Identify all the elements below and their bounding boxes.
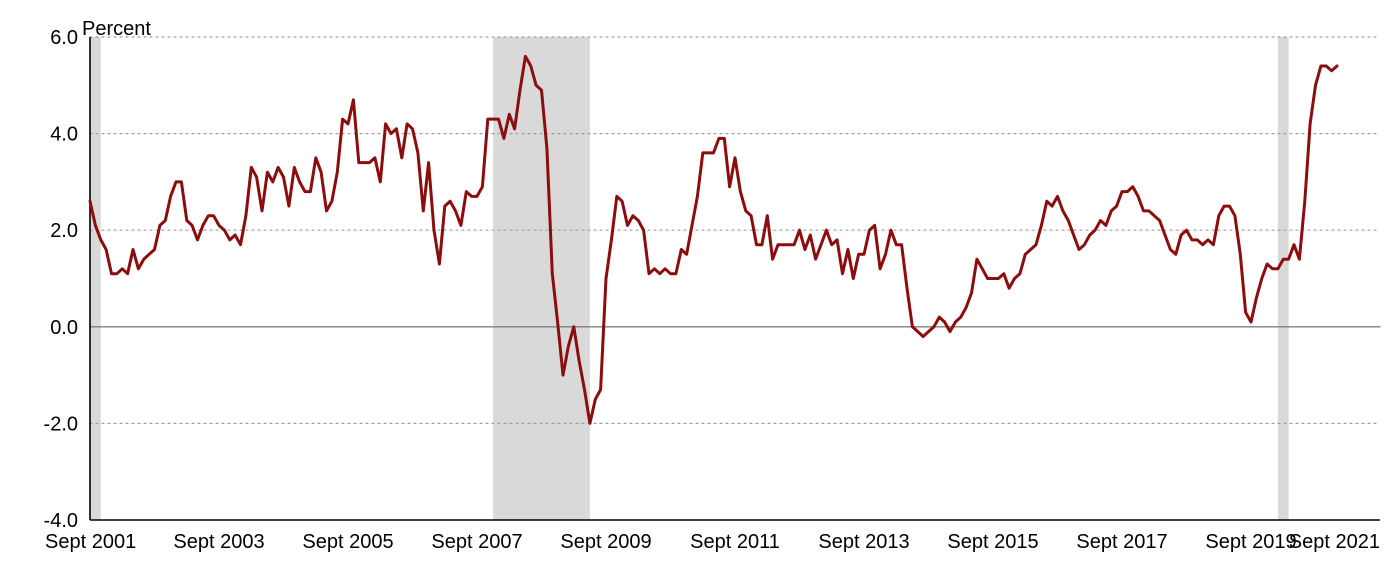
chart-canvas: -4.0 -2.0 0.0 2.0 4.0 6.0 Sept 2001 Sept 2003 Se…	[0, 0, 1400, 568]
recession-band	[90, 37, 101, 520]
x-tick-label: Sept 2019	[1205, 531, 1296, 553]
data-series-line	[90, 56, 1337, 423]
x-tick-label: Sept 2017	[1076, 531, 1167, 553]
x-tick-label: Sept 2007	[431, 531, 522, 553]
y-axis-title: Percent	[82, 18, 151, 41]
line-chart: Percent -4.0 -2.0 0.0 2.0 4.0 6.0 Sept 2001 Sep…	[0, 0, 1400, 568]
y-tick-label: -4.0	[44, 510, 78, 532]
x-tick-label: Sept 2009	[560, 531, 651, 553]
y-tick-label: 4.0	[50, 124, 78, 146]
y-tick-label: -2.0	[44, 413, 78, 435]
recession-band	[493, 37, 590, 520]
y-tick-label: 0.0	[50, 317, 78, 339]
x-tick-label: Sept 2011	[690, 531, 780, 553]
x-tick-label: Sept 2005	[302, 531, 393, 553]
recession-band	[1278, 37, 1289, 520]
x-tick-label: Sept 2001	[45, 531, 136, 553]
y-tick-label: 6.0	[50, 27, 78, 49]
y-tick-label: 2.0	[50, 220, 78, 242]
x-tick-label: Sept 2013	[818, 531, 909, 553]
x-tick-label: Sept 2015	[947, 531, 1038, 553]
x-tick-label: Sept 2021	[1289, 531, 1380, 553]
x-tick-label: Sept 2003	[173, 531, 264, 553]
